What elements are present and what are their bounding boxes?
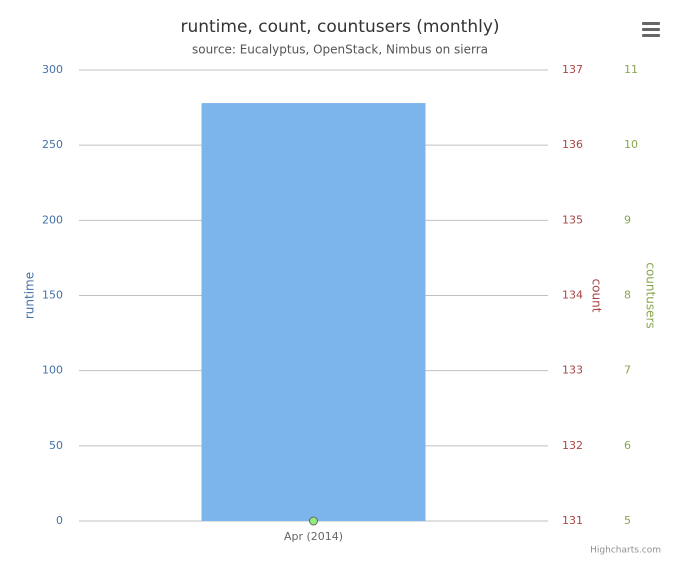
point: [309, 516, 318, 526]
y-tick-label: 50: [49, 439, 63, 452]
y-axis-title: runtime: [23, 272, 37, 319]
chart-title: runtime, count, countusers (monthly): [180, 17, 499, 37]
y3-tick-label: 8: [624, 289, 631, 302]
y3-tick-label: 6: [624, 439, 631, 452]
y-tick-label: 0: [56, 514, 63, 527]
chart-subtitle: source: Eucalyptus, OpenStack, Nimbus on…: [192, 43, 488, 57]
y2-tick-label: 134: [562, 289, 583, 302]
y-tick-label: 100: [42, 364, 63, 377]
y3-tick-label: 10: [624, 138, 638, 151]
y-tick-label: 200: [42, 213, 63, 226]
x-tick-label: Apr (2014): [284, 530, 343, 543]
y3-tick-label: 11: [624, 63, 638, 76]
y2-tick-label: 137: [562, 63, 583, 76]
y2-axis-title: count: [590, 279, 604, 313]
y2-tick-label: 136: [562, 138, 583, 151]
y2-tick-label: 131: [562, 514, 583, 527]
y-tick-label: 250: [42, 138, 63, 151]
y3-axis-title: countusers: [644, 262, 658, 328]
y2-tick-label: 132: [562, 439, 583, 452]
y2-tick-label: 135: [562, 213, 583, 226]
y3-tick-label: 5: [624, 514, 631, 527]
menu-button[interactable]: [642, 22, 660, 37]
credits[interactable]: Highcharts.com: [590, 546, 661, 556]
y-tick-label: 300: [42, 63, 63, 76]
y2-tick-label: 133: [562, 364, 583, 377]
y3-tick-label: 9: [624, 213, 631, 226]
y3-tick-label: 7: [624, 364, 631, 377]
bar: [201, 103, 426, 521]
y-tick-label: 150: [42, 289, 63, 302]
